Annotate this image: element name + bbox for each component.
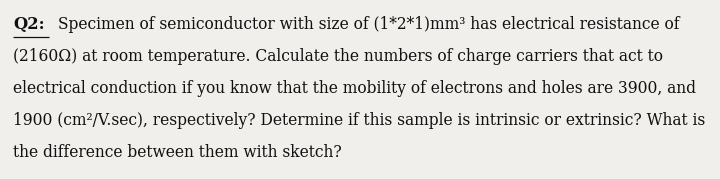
Text: Specimen of semiconductor with size of (1*2*1)mm³ has electrical resistance of: Specimen of semiconductor with size of (… [58, 16, 679, 33]
Text: electrical conduction if you know that the mobility of electrons and holes are 3: electrical conduction if you know that t… [13, 80, 696, 97]
Text: the difference between them with sketch?: the difference between them with sketch? [13, 144, 342, 161]
Text: (2160Ω) at room temperature. Calculate the numbers of charge carriers that act t: (2160Ω) at room temperature. Calculate t… [13, 48, 663, 65]
Text: Q2:: Q2: [13, 16, 45, 33]
Text: 1900 (cm²/V.sec), respectively? Determine if this sample is intrinsic or extrins: 1900 (cm²/V.sec), respectively? Determin… [13, 112, 705, 129]
